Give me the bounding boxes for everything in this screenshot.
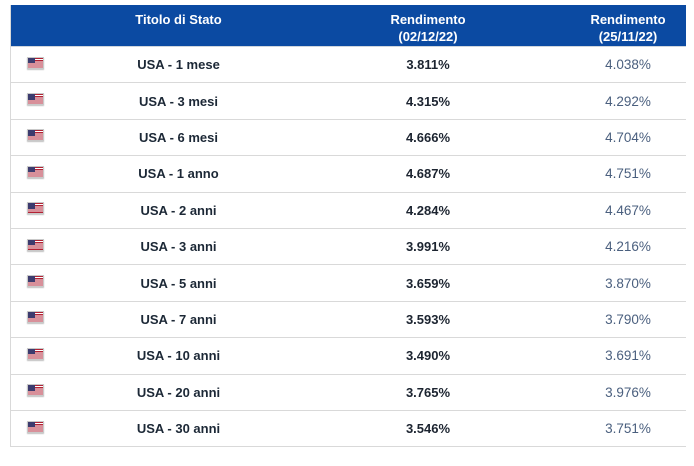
yield-previous-value: 3.691%	[605, 348, 651, 364]
bond-name: USA - 3 mesi	[139, 93, 218, 109]
header-flag-spacer	[11, 5, 71, 46]
yield-current-value: 3.659%	[405, 275, 451, 291]
yield-current-value: 3.811%	[406, 57, 450, 73]
flag-cell	[11, 383, 71, 401]
bond-name: USA - 20 anni	[136, 384, 221, 400]
table-body: USA - 1 mese 3.811% 4.038% USA - 3 mesi …	[11, 47, 686, 448]
table-row: USA - 3 anni 3.991% 4.216%	[11, 228, 686, 266]
yield-previous-value: 3.751%	[605, 421, 651, 437]
table-row: USA - 1 anno 4.687% 4.751%	[11, 156, 686, 193]
bond-name: USA - 7 anni	[140, 311, 217, 327]
table-row: USA - 2 anni 4.284% 4.467%	[11, 192, 686, 229]
table-row: USA - 30 anni 3.546% 3.751%	[11, 410, 686, 448]
flag-cell	[11, 56, 71, 74]
header-rendimento-current-date: (02/12/22)	[398, 29, 458, 44]
table-row: USA - 6 mesi 4.666% 4.704%	[11, 119, 686, 157]
yield-previous-value: 3.976%	[605, 384, 651, 400]
header-rendimento-current-label: Rendimento	[390, 12, 466, 27]
yield-previous-value: 4.467%	[605, 202, 651, 218]
bond-name: USA - 30 anni	[136, 421, 221, 437]
bond-name: USA - 2 anni	[140, 202, 217, 218]
flag-cell	[11, 310, 71, 328]
table-row: USA - 10 anni 3.490% 3.691%	[11, 338, 686, 375]
yield-previous-value: 3.870%	[605, 275, 651, 291]
yield-current-value: 4.687%	[405, 166, 451, 182]
usa-flag-icon	[27, 384, 44, 397]
usa-flag-icon	[27, 420, 44, 433]
table-row: USA - 1 mese 3.811% 4.038%	[11, 47, 686, 84]
bond-name: USA - 1 mese	[137, 57, 220, 73]
yield-current-value: 4.666%	[405, 129, 451, 145]
yield-previous-value: 4.751%	[605, 166, 651, 182]
bond-name: USA - 3 anni	[140, 239, 217, 255]
flag-cell	[11, 201, 71, 219]
table-row: USA - 20 anni 3.765% 3.976%	[11, 374, 686, 411]
yield-current-value: 3.765%	[405, 384, 451, 400]
yield-previous-value: 4.704%	[605, 129, 651, 145]
usa-flag-icon	[27, 93, 44, 106]
usa-flag-icon	[27, 347, 44, 360]
table-header-row: Titolo di Stato Rendimento (02/12/22) Re…	[11, 5, 686, 47]
flag-cell	[11, 92, 71, 110]
yield-current-value: 4.315%	[405, 93, 451, 109]
usa-flag-icon	[27, 56, 44, 69]
table-row: USA - 5 anni 3.659% 3.870%	[11, 265, 686, 302]
flag-cell	[11, 347, 71, 365]
yield-current-value: 3.991%	[405, 239, 451, 255]
flag-cell	[11, 420, 71, 438]
usa-flag-icon	[27, 129, 44, 142]
yield-previous-value: 4.292%	[605, 93, 651, 109]
bond-yield-table: Titolo di Stato Rendimento (02/12/22) Re…	[10, 5, 686, 448]
bond-name: USA - 5 anni	[140, 275, 217, 291]
header-titolo-label: Titolo di Stato	[135, 12, 222, 27]
header-rendimento-current: Rendimento (02/12/22)	[286, 5, 570, 46]
bond-name: USA - 6 mesi	[139, 129, 218, 145]
header-rendimento-previous-date: (25/11/22)	[598, 29, 658, 44]
usa-flag-icon	[27, 202, 44, 215]
flag-cell	[11, 128, 71, 146]
flag-cell	[11, 165, 71, 183]
yield-previous-value: 4.216%	[605, 239, 651, 255]
usa-flag-icon	[27, 311, 44, 324]
usa-flag-icon	[27, 165, 44, 178]
header-titolo-di-stato: Titolo di Stato	[71, 5, 286, 46]
yield-current-value: 3.593%	[405, 311, 451, 327]
yield-current-value: 4.284%	[405, 202, 451, 218]
bond-name: USA - 10 anni	[136, 348, 221, 364]
usa-flag-icon	[27, 238, 44, 251]
usa-flag-icon	[27, 275, 44, 288]
table-row: USA - 3 mesi 4.315% 4.292%	[11, 83, 686, 120]
header-rendimento-previous: Rendimento (25/11/22)	[570, 5, 686, 46]
yield-current-value: 3.490%	[405, 348, 451, 364]
yield-previous-value: 4.038%	[605, 57, 651, 73]
flag-cell	[11, 238, 71, 256]
flag-cell	[11, 274, 71, 292]
bond-name: USA - 1 anno	[138, 166, 219, 182]
header-rendimento-previous-label: Rendimento	[590, 12, 666, 27]
yield-current-value: 3.546%	[405, 421, 451, 437]
yield-previous-value: 3.790%	[605, 311, 651, 327]
table-row: USA - 7 anni 3.593% 3.790%	[11, 301, 686, 339]
